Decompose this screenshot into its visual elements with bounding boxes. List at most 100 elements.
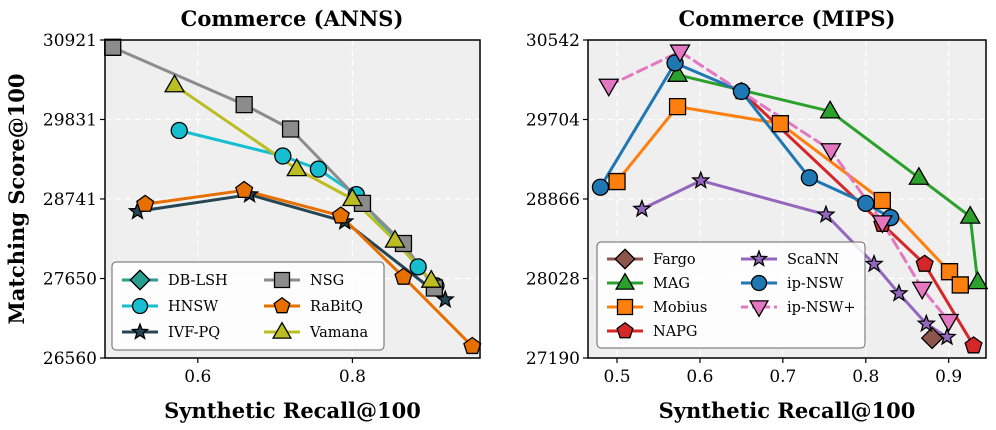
legend-marker-ip-nsw-: [748, 300, 770, 318]
legend-label-ivf-pq: IVF-PQ: [168, 325, 220, 341]
chart-panel-mips: 0.5 0.6 0.7 0.8 0.9 27190 28028 28866 29704 30542…: [526, 6, 989, 423]
data-point-hnsw-1: [274, 147, 292, 165]
legend-label-hnsw: HNSW: [168, 299, 218, 315]
y-tick-label-2: 28866: [526, 190, 580, 210]
data-point-nsg-0: [104, 38, 122, 56]
data-point-mobius-2: [771, 115, 790, 133]
data-point-mag-4: [967, 270, 989, 290]
legend-marker-rabitq: [273, 296, 291, 314]
data-point-mobius-5: [951, 276, 969, 294]
x-axis-label-mips: Synthetic Recall@100: [659, 398, 916, 423]
data-point-ip-nsw--2: [820, 143, 842, 162]
data-point-scann-6: [937, 326, 957, 346]
legend-marker-ip-nsw: [750, 274, 768, 292]
legend-marker-ivf-pq: [130, 322, 150, 340]
x-tick-label-2: 0.7: [769, 367, 796, 387]
legend-marker-scann: [749, 249, 769, 267]
x-tick-label-0: 0.6: [184, 367, 211, 387]
data-point-mag-1: [819, 100, 841, 119]
legend-box-mips: [596, 241, 866, 349]
data-point-nsg-1: [235, 95, 253, 114]
data-point-napg-3: [964, 336, 983, 354]
data-point-vamana-1: [286, 157, 308, 177]
series-line-napg: [739, 89, 976, 348]
legend-label-ip-nsw: ip-NSW: [787, 276, 843, 292]
x-tick-label-3: 0.8: [852, 367, 879, 387]
series-markers-anns: [104, 38, 482, 355]
x-tick-label-4: 0.9: [935, 367, 962, 387]
legend-label-ip-nsw-: ip-NSW+: [787, 300, 856, 316]
data-point-mobius-3: [873, 191, 892, 210]
legend-label-fargo: Fargo: [653, 252, 696, 268]
x-axis-label-anns: Synthetic Recall@100: [164, 398, 421, 423]
legend-label-vamana: Vamana: [309, 325, 369, 341]
data-point-ip-nsw-2: [732, 82, 751, 101]
data-point-scann-0: [632, 198, 652, 218]
y-tick-label-1: 28028: [526, 270, 580, 290]
legend-label-mag: MAG: [653, 276, 690, 292]
data-point-mobius-0: [608, 172, 626, 191]
legend-label-scann: ScaNN: [787, 252, 839, 268]
y-axis-label-anns: Matching Score@100: [4, 73, 29, 324]
x-tick-label-1: 0.6: [686, 367, 713, 387]
legend-marker-napg: [616, 321, 634, 339]
legend-box-anns: [111, 261, 385, 351]
y-tick-label-2: 28741: [43, 190, 97, 210]
chart-panel-anns: 0.6 0.8 26560 27650 28741 29831 30921 Commerce …: [4, 6, 482, 423]
legend-mips: Fargo MAG Mobius NAPG ScaNN ip-NSW ip-NSW+: [596, 241, 866, 349]
data-point-ip-nsw--3: [871, 215, 893, 234]
legend-marker-db-lsh: [129, 269, 151, 291]
data-point-mag-3: [959, 205, 981, 224]
data-point-vamana-2: [341, 187, 364, 207]
chart-title-mips: Commerce (MIPS): [679, 6, 896, 31]
data-point-vamana-0: [163, 73, 186, 93]
data-point-vamana-3: [384, 229, 406, 248]
series-line-ivf-pq: [136, 193, 447, 302]
x-tick-label-0: 0.5: [603, 367, 630, 387]
data-point-napg-2: [915, 254, 934, 272]
data-point-ip-nsw-4: [857, 194, 875, 213]
legend-marker-fargo: [614, 248, 636, 270]
data-point-mobius-1: [668, 97, 687, 116]
data-point-scann-4: [889, 283, 909, 302]
data-point-mag-0: [666, 63, 689, 82]
data-point-hnsw-2: [309, 160, 328, 178]
legend-marker-vamana: [271, 321, 293, 339]
data-point-mag-2: [908, 166, 930, 185]
legend-label-napg: NAPG: [653, 324, 698, 340]
y-tick-label-0: 27190: [526, 349, 580, 369]
legend-marker-mag: [614, 272, 636, 290]
data-point-hnsw-4: [409, 258, 427, 276]
data-point-hnsw-0: [170, 121, 188, 140]
y-tick-label-0: 26560: [43, 349, 97, 369]
series-line-ip-nsw-: [607, 50, 951, 323]
data-point-scann-3: [864, 253, 884, 273]
data-point-ip-nsw--4: [911, 281, 933, 301]
legend-label-db-lsh: DB-LSH: [168, 273, 228, 289]
data-point-ivf-pq-3: [435, 289, 455, 308]
legend-marker-mobius: [616, 298, 634, 316]
series-markers-mips: [591, 44, 989, 354]
legend-marker-nsg: [273, 271, 291, 289]
legend-marker-hnsw: [131, 297, 149, 315]
legend-label-nsg: NSG: [310, 273, 344, 289]
data-point-vamana-4: [420, 269, 442, 288]
data-point-rabitq-2: [331, 206, 350, 224]
y-tick-label-4: 30542: [526, 31, 580, 51]
y-tick-label-4: 30921: [43, 31, 97, 51]
legend-label-rabitq: RaBitQ: [310, 299, 363, 315]
data-point-ip-nsw--0: [598, 78, 620, 98]
x-tick-label-1: 0.8: [339, 367, 366, 387]
y-tick-label-3: 29704: [526, 111, 580, 131]
data-point-rabitq-0: [136, 194, 155, 212]
data-point-rabitq-4: [463, 336, 482, 355]
chart-title-anns: Commerce (ANNS): [181, 6, 404, 31]
legend-label-mobius: Mobius: [653, 300, 707, 316]
data-point-ip-nsw--5: [938, 313, 960, 333]
y-tick-label-1: 27650: [43, 270, 97, 290]
data-point-ip-nsw-0: [591, 178, 610, 196]
data-point-scann-2: [816, 204, 836, 224]
legend-anns: DB-LSH HNSW IVF-PQ NSG RaBitQ Vamana: [111, 261, 385, 351]
data-point-rabitq-1: [235, 180, 254, 199]
